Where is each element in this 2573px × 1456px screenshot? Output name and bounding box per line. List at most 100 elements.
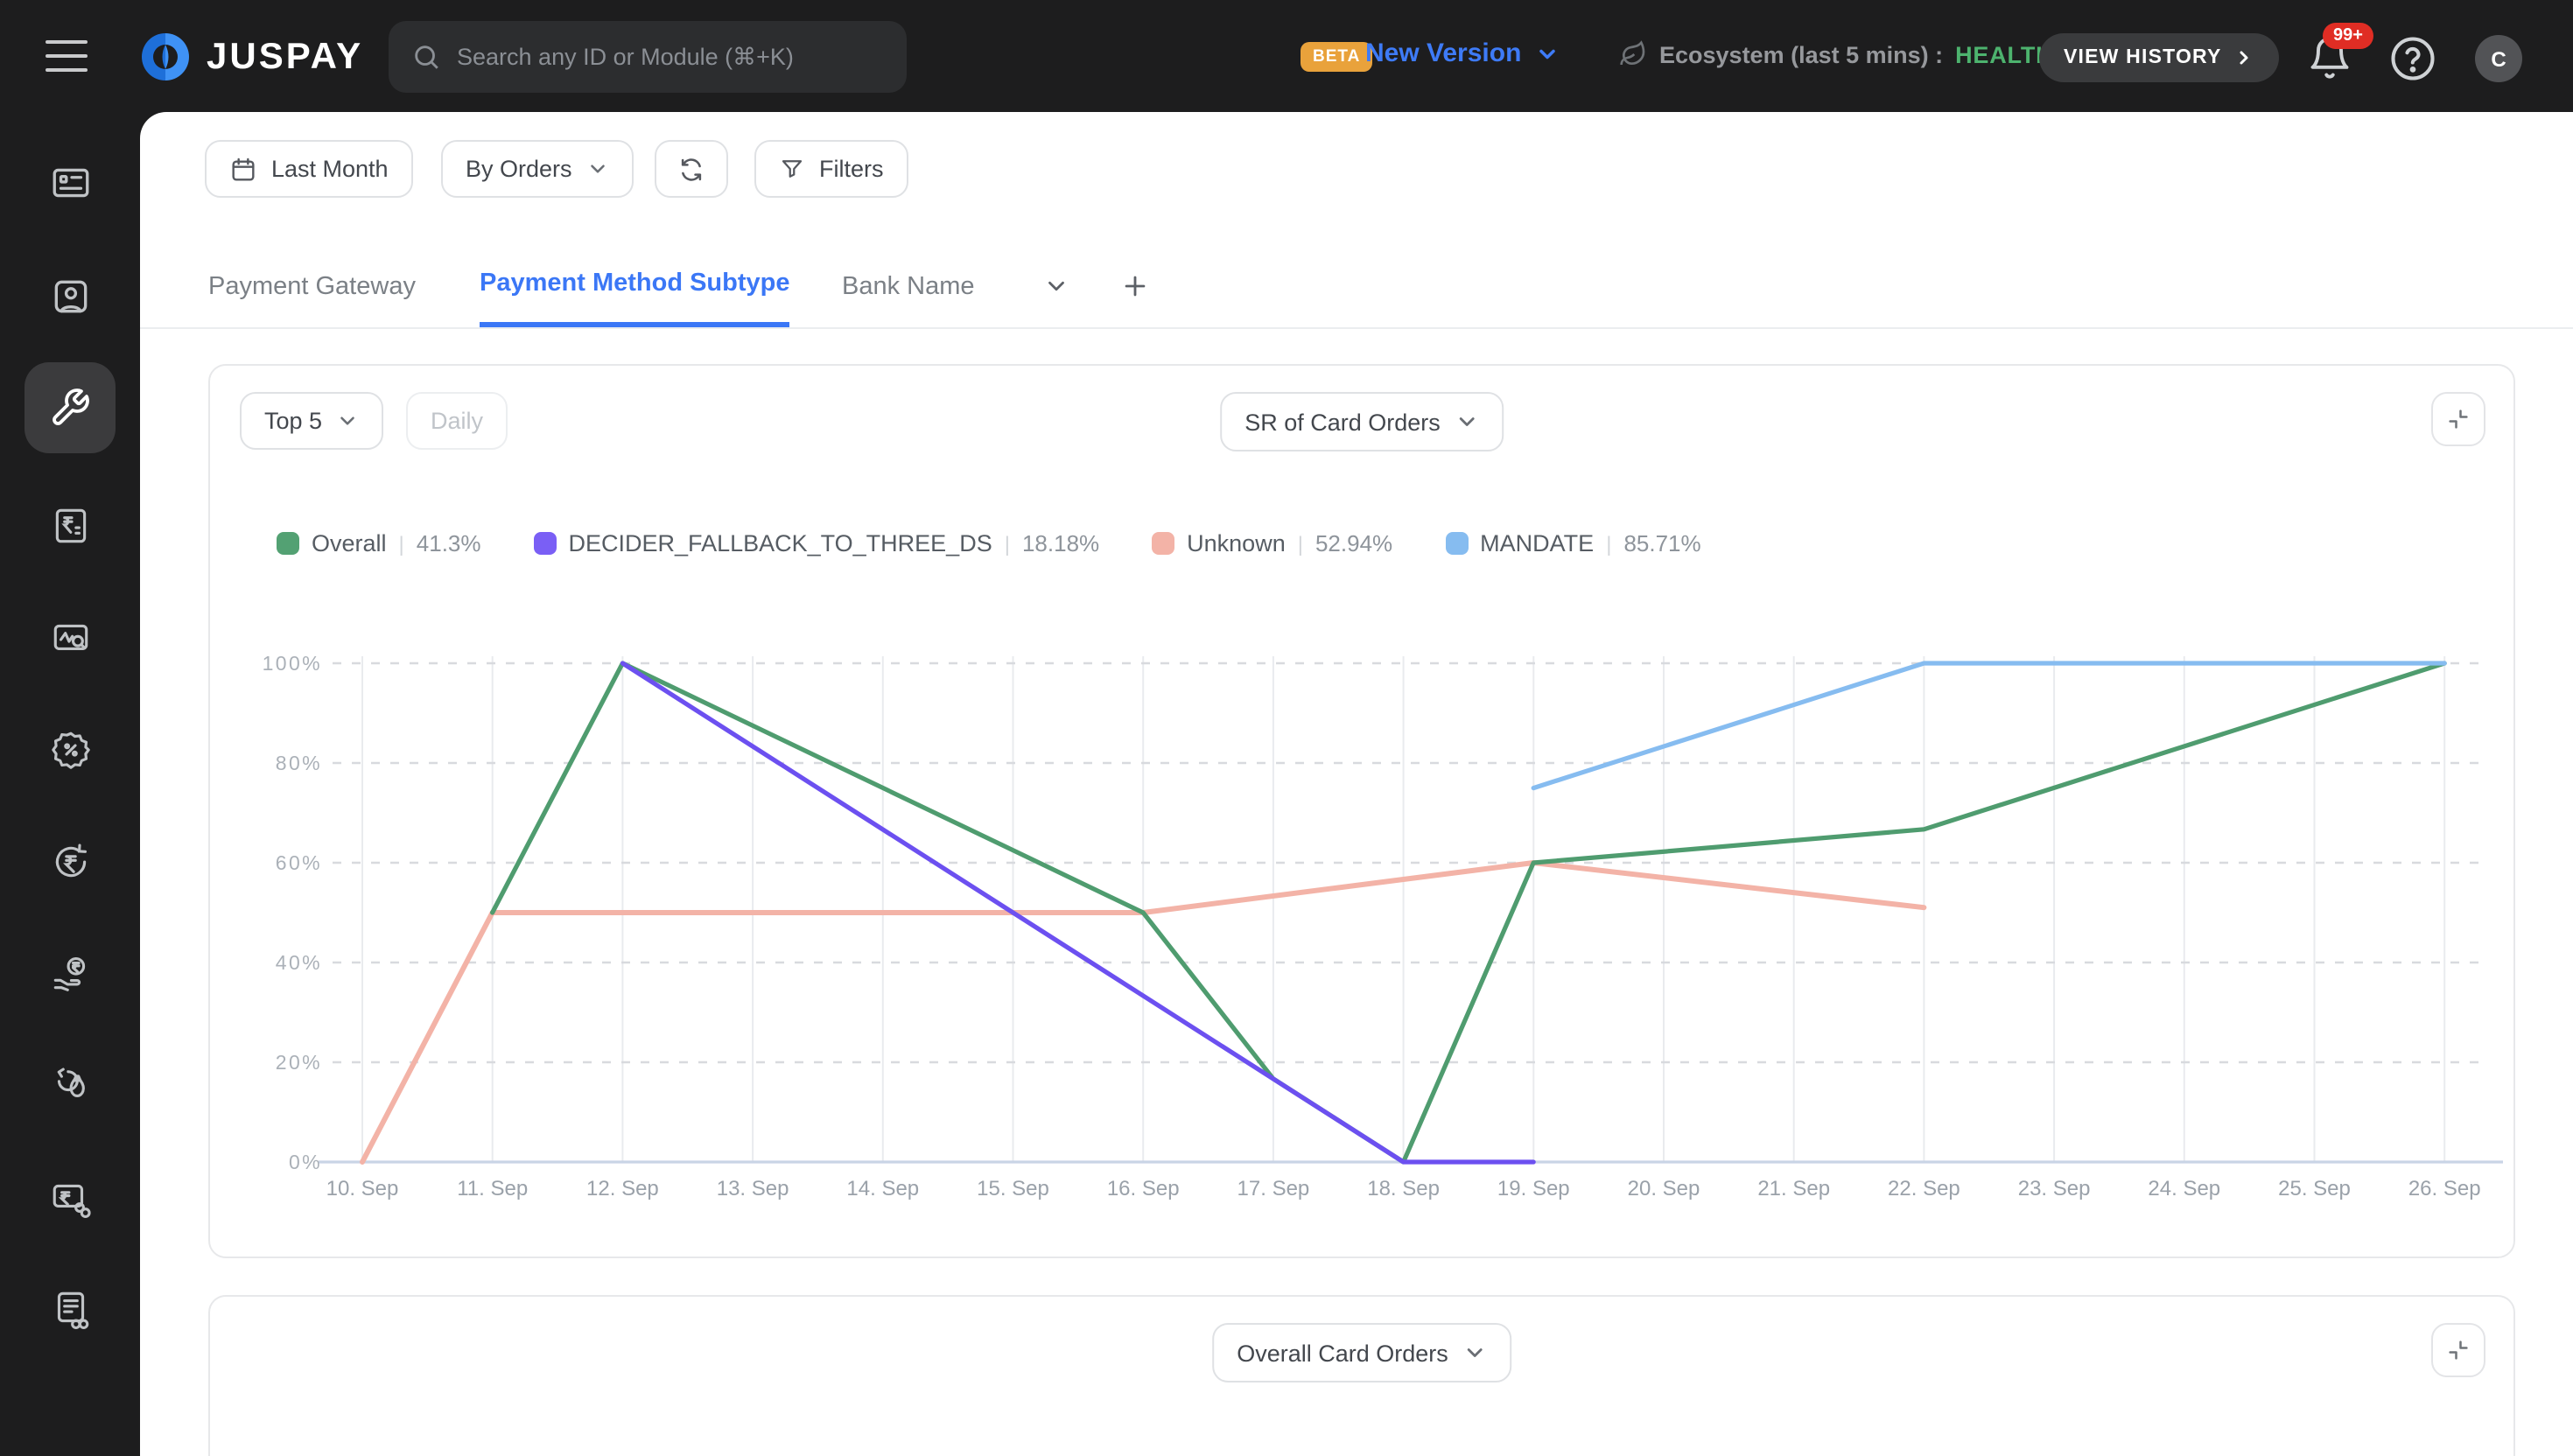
granularity-button[interactable]: Daily — [406, 392, 508, 450]
sidebar-item-reports[interactable] — [28, 1267, 112, 1351]
svg-text:13. Sep: 13. Sep — [717, 1177, 789, 1200]
ecosystem-label: Ecosystem (last 5 mins) : — [1659, 41, 1943, 67]
global-search[interactable] — [389, 21, 907, 93]
sidebar-item-offers[interactable] — [28, 707, 112, 791]
analytics-search-icon — [48, 617, 92, 661]
legend-value: 41.3% — [417, 530, 481, 556]
sidebar-item-dashboard[interactable] — [28, 140, 112, 224]
legend-item-overall[interactable]: Overall | 41.3% — [277, 530, 481, 556]
app-screen: JUSPAY BETA New Version Ecosystem (last … — [0, 0, 2573, 1456]
document-link-icon — [48, 1287, 92, 1331]
bottom-metric-dropdown[interactable]: Overall Card Orders — [1212, 1323, 1511, 1382]
legend-separator: | — [1005, 531, 1010, 556]
avatar-initial: C — [2491, 46, 2506, 71]
svg-text:12. Sep: 12. Sep — [586, 1177, 659, 1200]
topbar: JUSPAY BETA New Version Ecosystem (last … — [0, 0, 2573, 112]
sidebar-item-collections[interactable] — [28, 1043, 112, 1127]
svg-text:25. Sep: 25. Sep — [2278, 1177, 2351, 1200]
legend-label: Unknown — [1187, 530, 1286, 556]
user-avatar[interactable]: C — [2475, 35, 2522, 82]
sr-chart-card: 0%20%40%60%80%100%10. Sep11. Sep12. Sep1… — [208, 364, 2515, 1258]
legend-value: 52.94% — [1315, 530, 1392, 556]
search-input[interactable] — [457, 44, 884, 70]
legend-swatch — [534, 532, 557, 555]
svg-text:0%: 0% — [289, 1151, 322, 1173]
group-by-label: By Orders — [466, 156, 572, 182]
svg-text:20%: 20% — [276, 1051, 322, 1074]
expand-chart-button[interactable] — [2431, 1323, 2485, 1377]
add-tab-plus-icon[interactable] — [1120, 245, 1150, 327]
legend-label: MANDATE — [1480, 530, 1594, 556]
refresh-icon — [677, 155, 705, 183]
svg-text:24. Sep: 24. Sep — [2148, 1177, 2220, 1200]
sidebar — [0, 112, 140, 1456]
chart-metric-dropdown[interactable]: SR of Card Orders — [1220, 392, 1504, 452]
date-range-label: Last Month — [271, 156, 389, 182]
svg-text:21. Sep: 21. Sep — [1757, 1177, 1830, 1200]
legend-value: 85.71% — [1623, 530, 1700, 556]
bottom-metric-label: Overall Card Orders — [1237, 1340, 1448, 1366]
notification-count-badge: 99+ — [2323, 23, 2373, 49]
svg-text:23. Sep: 23. Sep — [2018, 1177, 2091, 1200]
date-range-button[interactable]: Last Month — [205, 140, 413, 198]
search-icon — [411, 42, 441, 72]
legend-swatch — [277, 532, 299, 555]
sidebar-item-analytics[interactable] — [28, 597, 112, 681]
filters-button[interactable]: Filters — [754, 140, 908, 198]
sidebar-item-refunds[interactable] — [28, 819, 112, 903]
juspay-logo: JUSPAY — [140, 32, 363, 82]
main-content: Last Month By Orders Filters Payment Gat… — [140, 112, 2573, 1456]
overall-orders-card: Overall Card Orders — [208, 1295, 2515, 1456]
legend-item-unknown[interactable]: Unknown | 52.94% — [1152, 530, 1392, 556]
expand-chart-button[interactable] — [2431, 392, 2485, 446]
help-icon[interactable] — [2389, 35, 2436, 82]
svg-text:26. Sep: 26. Sep — [2408, 1177, 2481, 1200]
chevron-down-icon — [336, 410, 359, 432]
money-bag-icon — [48, 1063, 92, 1107]
refresh-button[interactable] — [655, 140, 728, 198]
chart-metric-label: SR of Card Orders — [1244, 409, 1441, 435]
svg-text:14. Sep: 14. Sep — [846, 1177, 919, 1200]
svg-text:10. Sep: 10. Sep — [326, 1177, 399, 1200]
sidebar-item-payment-links[interactable] — [28, 1155, 112, 1239]
legend-item-decider-fallback[interactable]: DECIDER_FALLBACK_TO_THREE_DS | 18.18% — [534, 530, 1100, 556]
chevron-right-icon — [2234, 47, 2255, 68]
logo-text: JUSPAY — [207, 36, 363, 78]
svg-text:16. Sep: 16. Sep — [1107, 1177, 1180, 1200]
filter-funnel-icon — [779, 156, 805, 182]
chevron-down-icon — [1455, 410, 1479, 434]
card-link-icon — [48, 1175, 92, 1219]
tab-overflow-chevron-icon[interactable] — [1043, 245, 1069, 327]
legend-label: DECIDER_FALLBACK_TO_THREE_DS — [569, 530, 992, 556]
legend-value: 18.18% — [1022, 530, 1099, 556]
new-version-dropdown[interactable]: New Version — [1365, 38, 1560, 68]
top-n-dropdown[interactable]: Top 5 — [240, 392, 383, 450]
resize-arrows-icon — [2445, 1337, 2471, 1363]
hamburger-menu-icon[interactable] — [46, 37, 88, 75]
svg-text:80%: 80% — [276, 752, 322, 774]
svg-text:11. Sep: 11. Sep — [457, 1177, 528, 1200]
tab-bar: Payment Gateway Payment Method Subtype B… — [140, 245, 2573, 329]
rupee-statement-icon — [48, 503, 92, 547]
group-by-dropdown[interactable]: By Orders — [441, 140, 634, 198]
juspay-logo-icon — [140, 32, 191, 82]
view-history-button[interactable]: VIEW HISTORY — [2039, 33, 2280, 82]
chart-legend: Overall | 41.3% DECIDER_FALLBACK_TO_THRE… — [277, 530, 1701, 556]
chevron-down-icon — [1535, 41, 1560, 66]
tab-payment-method-subtype[interactable]: Payment Method Subtype — [480, 245, 790, 327]
svg-text:17. Sep: 17. Sep — [1237, 1177, 1310, 1200]
tab-bank-name[interactable]: Bank Name — [842, 245, 975, 327]
tab-payment-gateway[interactable]: Payment Gateway — [208, 245, 416, 327]
svg-text:40%: 40% — [276, 951, 322, 974]
sidebar-item-settlements[interactable] — [28, 931, 112, 1015]
percent-badge-icon — [48, 727, 92, 771]
user-card-icon — [48, 274, 92, 318]
sidebar-item-tools[interactable] — [25, 362, 116, 453]
legend-swatch — [1445, 532, 1468, 555]
sidebar-item-transactions[interactable] — [28, 483, 112, 567]
filters-label: Filters — [819, 156, 884, 182]
leaf-icon — [1619, 40, 1647, 68]
legend-item-mandate[interactable]: MANDATE | 85.71% — [1445, 530, 1700, 556]
sidebar-item-customers[interactable] — [28, 254, 112, 338]
granularity-label: Daily — [431, 408, 483, 434]
